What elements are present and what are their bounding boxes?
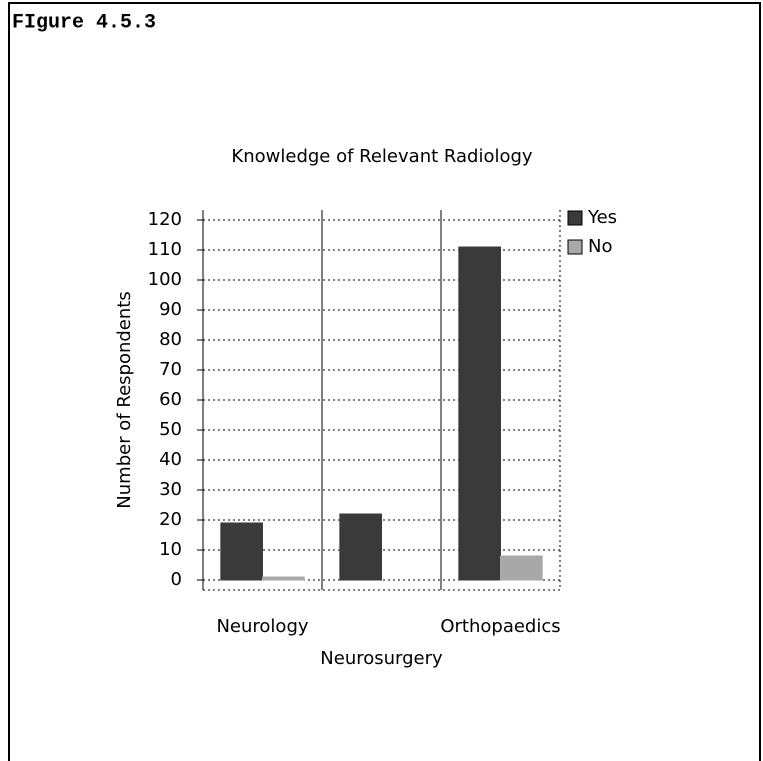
x-tick-label: Orthopaedics (440, 616, 560, 637)
y-tick-label: 50 (159, 419, 182, 440)
y-tick-label: 60 (159, 389, 182, 410)
y-tick-label: 30 (159, 479, 182, 500)
y-tick-label: 70 (159, 359, 182, 380)
frame (8, 2, 761, 761)
legend-label: No (588, 236, 612, 257)
legend-swatch (567, 239, 583, 255)
y-tick-label: 100 (148, 269, 182, 290)
legend-label: Yes (587, 207, 617, 228)
y-tick-label: 0 (171, 569, 182, 590)
x-tick-label: Neurosurgery (320, 648, 443, 669)
chart-title: Knowledge of Relevant Radiology (231, 146, 532, 167)
y-tick-label: 120 (148, 209, 182, 230)
bar (339, 513, 383, 581)
figure-label: FIgure 4.5.3 (12, 11, 156, 34)
y-tick-label: 110 (148, 239, 182, 260)
y-tick-label: 10 (159, 539, 182, 560)
bar (220, 522, 264, 581)
legend-swatch (567, 210, 583, 226)
bar (458, 246, 502, 581)
y-tick-label: 90 (159, 299, 182, 320)
x-tick-label: Neurology (216, 616, 308, 637)
y-tick-label: 20 (159, 509, 182, 530)
y-axis-label: Number of Respondents (114, 291, 135, 508)
y-tick-label: 80 (159, 329, 182, 350)
bar (262, 576, 305, 581)
y-tick-label: 40 (159, 449, 182, 470)
bar (500, 555, 543, 581)
